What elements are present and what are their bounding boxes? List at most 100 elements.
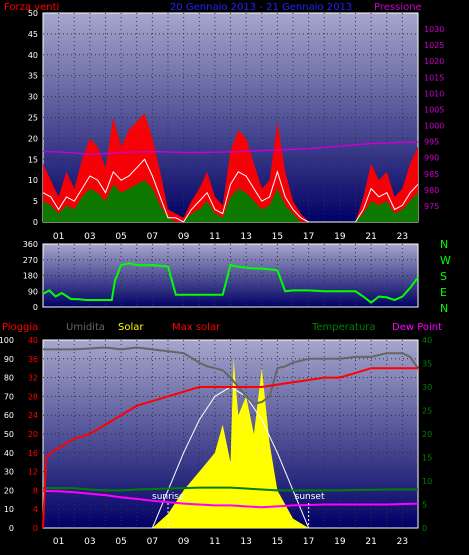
wind-pressure-chart: 01 03 05 07 09 11 13 15 17 19 21 23 051015202530354…	[4, 2, 444, 242]
temperature-line	[43, 486, 418, 492]
y-tick-label: 10	[28, 176, 38, 185]
pressure-axis-label: Pressione	[374, 2, 422, 13]
y-tick-label: 1005	[424, 105, 444, 114]
x-tick-label: 19	[334, 232, 346, 242]
compass-label: W	[440, 254, 451, 267]
y-tick-label: 40	[28, 336, 38, 345]
y-tick-label: 40	[28, 51, 38, 60]
x-tick-label: 03	[84, 537, 95, 547]
y-tick-label: 10	[422, 477, 432, 486]
x-tick-label: 01	[53, 537, 64, 547]
y-tick-label: 1015	[424, 73, 444, 82]
y-tick-label: 995	[424, 138, 439, 147]
y-tick-label: 32	[28, 374, 38, 383]
y-tick-label: 35	[422, 360, 432, 369]
y-tick-label: 40	[422, 336, 432, 345]
wind-axis-label: Forza venti	[4, 2, 59, 13]
direction-y-ticks: 0 90 180 270 360	[23, 240, 38, 312]
x-tick-label: 13	[240, 537, 251, 547]
y-tick-label: 90	[28, 287, 38, 296]
x-tick-label: 15	[272, 537, 283, 547]
y-tick-label: 5	[33, 197, 38, 206]
humidity-line	[43, 346, 419, 406]
sun-annotations: sunrise sunset	[152, 492, 325, 528]
sunrise-label: sunrise	[152, 492, 185, 502]
y-tick-label: 1000	[424, 122, 444, 131]
pressure-y-ticks: 975 980 985 990 995 1000 1005 1010 1015 1020 1025 1…	[424, 25, 444, 211]
y-tick-label: 40	[4, 449, 14, 458]
wind-direction-series	[42, 262, 419, 304]
x-tick-label: 07	[147, 232, 158, 242]
y-tick-label: 0	[33, 218, 38, 227]
y-tick-label: 50	[28, 9, 38, 18]
x-tick-label: 05	[115, 537, 126, 547]
wind-pressure-series	[42, 113, 419, 223]
y-tick-label: 0	[33, 524, 38, 533]
pressure-line	[42, 141, 418, 156]
y-tick-label: 1025	[424, 41, 444, 50]
y-tick-label: 975	[424, 202, 439, 211]
y-tick-label: 20	[422, 430, 432, 439]
x-tick-label: 09	[178, 232, 190, 242]
lower-chart-legend: Pioggia Umidita Solar Max solar Temperatura D…	[2, 322, 442, 333]
lower-x-ticks: 01 03 05 07 09 11 13 15 17 19 21 23	[53, 537, 408, 547]
y-tick-label: 90	[4, 355, 14, 364]
y-tick-label: 20	[4, 486, 14, 495]
y-tick-label: 20	[28, 134, 38, 143]
y-tick-label: 0	[9, 524, 14, 533]
compass-label: S	[440, 270, 447, 283]
y-tick-label: 24	[28, 411, 38, 420]
solar-area	[152, 358, 309, 528]
y-tick-label: 36	[28, 355, 38, 364]
x-tick-label: 05	[115, 232, 126, 242]
x-tick-label: 03	[84, 232, 95, 242]
legend-entry: Solar	[118, 322, 144, 333]
y-tick-label: 180	[23, 272, 38, 281]
y-tick-label: 15	[28, 155, 38, 164]
y-tick-label: 1030	[424, 25, 444, 34]
dew-point-line	[42, 489, 419, 509]
y-tick-label: 60	[4, 411, 14, 420]
wind-y-ticks: 0 5 10 15 20 25 30 35 40 45 50	[28, 9, 38, 227]
rain-y-ticks: 0 4 8 12 16 20 24 28 32 36 40	[28, 336, 38, 533]
temperature-y-ticks: 0 5 10 15 20 25 30 35 40	[422, 336, 432, 533]
x-tick-label: 23	[397, 537, 408, 547]
y-tick-label: 5	[422, 501, 427, 510]
x-tick-label: 23	[397, 232, 408, 242]
y-tick-label: 0	[33, 303, 38, 312]
wind-pressure-grid	[43, 13, 418, 222]
y-tick-label: 28	[28, 392, 38, 401]
chart-title: 20 Gennaio 2013 - 21 Gennaio 2013	[170, 2, 352, 13]
y-tick-label: 30	[4, 468, 14, 477]
y-tick-label: 35	[28, 72, 38, 81]
compass-label: N	[440, 238, 448, 251]
x-tick-label: 09	[178, 537, 190, 547]
y-tick-label: 360	[23, 240, 38, 249]
x-tick-label: 11	[209, 537, 220, 547]
y-tick-label: 70	[4, 392, 14, 401]
y-tick-label: 4	[33, 505, 38, 514]
wind-pressure-x-ticks: 01 03 05 07 09 11 13 15 17 19 21 23	[53, 232, 408, 242]
y-tick-label: 990	[424, 154, 439, 163]
y-tick-label: 980	[424, 186, 439, 195]
wind-avg-area	[43, 180, 418, 222]
y-tick-label: 12	[28, 468, 38, 477]
y-tick-label: 30	[28, 93, 38, 102]
y-tick-label: 0	[422, 524, 427, 533]
x-tick-label: 21	[365, 232, 376, 242]
y-tick-label: 50	[4, 430, 14, 439]
humidity-y-ticks: 0 10 20 30 40 50 60 70 80 90 100	[0, 336, 14, 533]
y-tick-label: 16	[28, 449, 38, 458]
legend-entry: Max solar	[172, 322, 221, 333]
x-tick-label: 17	[303, 537, 314, 547]
compass-label: E	[440, 286, 447, 299]
wind-direction-line	[42, 262, 419, 304]
x-tick-label: 07	[147, 537, 158, 547]
y-tick-label: 1020	[424, 57, 444, 66]
x-tick-label: 21	[365, 537, 376, 547]
legend-entry: Umidita	[66, 322, 105, 333]
x-tick-label: 17	[303, 232, 314, 242]
y-tick-label: 8	[33, 486, 38, 495]
x-tick-label: 19	[334, 537, 346, 547]
